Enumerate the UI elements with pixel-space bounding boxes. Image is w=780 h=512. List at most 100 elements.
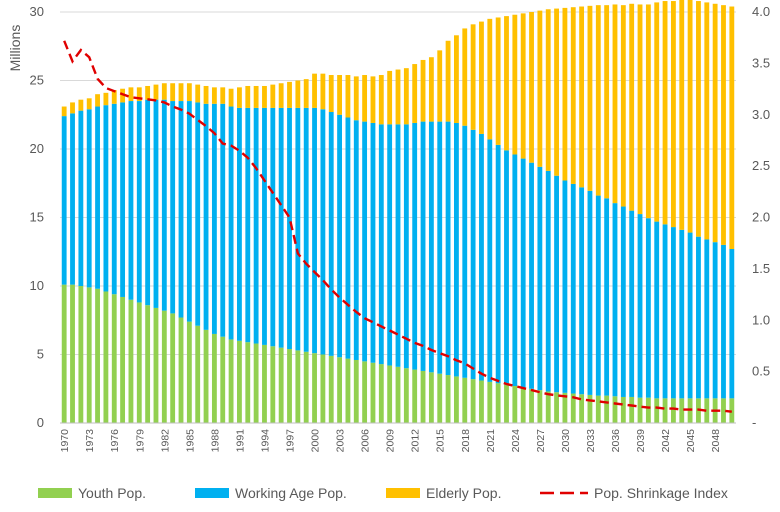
working-age-bar — [712, 242, 718, 399]
y-tick-label: 0 — [37, 415, 44, 430]
youth-bar — [604, 395, 610, 423]
right-y-ticks: - 0.5 1.0 1.5 2.0 2.5 3.0 3.5 4.0 — [752, 4, 770, 430]
working-age-bar — [453, 122, 459, 377]
elderly-bar — [262, 85, 267, 108]
elderly-bar — [479, 21, 484, 134]
working-age-bar — [595, 195, 601, 396]
stacked-bars — [61, 0, 735, 423]
youth-bar — [570, 393, 576, 423]
elderly-bar — [161, 83, 167, 100]
working-age-bar — [570, 183, 576, 394]
x-tick-label: 2036 — [610, 429, 622, 453]
elderly-bar — [278, 83, 284, 108]
elderly-bar — [120, 88, 126, 103]
elderly-bar — [70, 102, 75, 114]
elderly-bar — [387, 70, 393, 125]
youth-bar — [86, 287, 92, 423]
elderly-bar — [612, 4, 618, 204]
youth-bar — [595, 395, 601, 423]
working-age-bar — [587, 190, 593, 395]
elderly-bar — [412, 64, 418, 123]
working-age-bar — [612, 203, 618, 397]
y2-tick-label: 1.5 — [752, 261, 770, 276]
working-age-bar — [437, 121, 443, 374]
elderly-bar — [462, 28, 468, 126]
elderly-bar — [312, 73, 317, 108]
y-tick-label: 25 — [30, 73, 44, 88]
working-age-bar — [529, 162, 534, 389]
working-age-bar — [70, 113, 75, 285]
youth-bar — [170, 313, 176, 423]
x-tick-label: 2045 — [685, 429, 697, 453]
youth-bar — [612, 396, 618, 423]
elderly-bar — [670, 1, 676, 228]
working-age-bar — [211, 103, 217, 334]
elderly-bar — [629, 3, 635, 211]
legend-swatch — [386, 488, 420, 498]
elderly-bar — [395, 69, 401, 125]
y2-tick-label: 3.5 — [752, 55, 770, 70]
elderly-bar — [203, 85, 209, 104]
legend-label: Pop. Shrinkage Index — [594, 485, 728, 501]
youth-bar — [579, 394, 585, 423]
youth-bar — [195, 325, 201, 423]
x-tick-label: 1970 — [59, 429, 71, 453]
elderly-bar — [654, 2, 660, 222]
elderly-bar — [721, 5, 726, 245]
elderly-bar — [620, 5, 626, 207]
working-age-bar — [195, 102, 201, 326]
working-age-bar — [487, 139, 493, 382]
elderly-bar — [295, 80, 301, 108]
youth-bar — [645, 397, 651, 423]
x-tick-label: 2027 — [535, 429, 547, 453]
elderly-bar — [637, 4, 643, 215]
youth-bar — [378, 364, 384, 423]
youth-bar — [178, 317, 184, 423]
youth-bar — [403, 368, 409, 423]
working-age-bar — [721, 244, 726, 399]
elderly-bar — [679, 0, 685, 230]
youth-bar — [662, 398, 668, 423]
x-tick-label: 2000 — [310, 429, 322, 453]
working-age-bar — [353, 120, 359, 360]
working-age-bar — [604, 198, 610, 396]
working-age-bar — [620, 206, 626, 397]
y-tick-label: 5 — [37, 347, 44, 362]
elderly-bar — [95, 94, 100, 107]
elderly-bar — [495, 17, 501, 145]
elderly-bar — [403, 68, 409, 125]
elderly-bar — [604, 5, 610, 199]
y-tick-label: 15 — [30, 210, 44, 225]
x-tick-label: 2003 — [335, 429, 347, 453]
youth-bar — [145, 305, 151, 423]
elderly-bar — [428, 57, 434, 122]
x-tick-label: 2015 — [435, 429, 447, 453]
x-tick-label: 2024 — [510, 429, 522, 453]
working-age-bar — [629, 210, 635, 397]
working-age-bar — [237, 107, 242, 341]
working-age-bar — [145, 99, 151, 306]
elderly-bar — [445, 40, 451, 122]
elderly-bar — [579, 6, 585, 188]
elderly-bar — [103, 92, 109, 106]
x-tick-label: 1979 — [134, 429, 146, 453]
working-age-bar — [687, 232, 693, 399]
elderly-bar — [529, 12, 534, 163]
working-age-bar — [420, 121, 426, 371]
youth-bar — [161, 310, 167, 423]
x-tick-label: 1973 — [84, 429, 96, 453]
youth-bar — [362, 361, 368, 423]
elderly-bar — [145, 85, 151, 100]
working-age-bar — [253, 107, 259, 344]
working-age-bar — [245, 107, 251, 343]
working-age-bar — [345, 117, 351, 359]
working-age-bar — [78, 110, 84, 286]
working-age-bar — [103, 105, 109, 292]
elderly-bar — [453, 35, 459, 123]
youth-bar — [428, 372, 434, 423]
x-tick-label: 2039 — [635, 429, 647, 453]
youth-bar — [670, 398, 676, 423]
elderly-bar — [470, 24, 476, 130]
youth-bar — [370, 362, 376, 423]
youth-bar — [445, 375, 451, 423]
